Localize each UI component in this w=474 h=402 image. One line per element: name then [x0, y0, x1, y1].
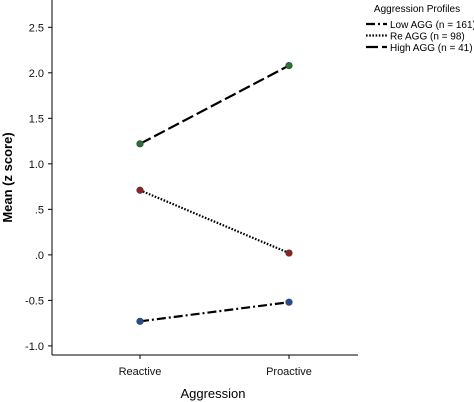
- y-tick-label: 2.5: [29, 22, 44, 34]
- series-points: [136, 61, 293, 325]
- y-tick-label: 1.0: [29, 159, 44, 171]
- series-line: [139, 301, 290, 323]
- data-point: [285, 249, 293, 257]
- series-line: [139, 64, 290, 145]
- data-point: [136, 140, 144, 148]
- y-tick-label: -0.5: [25, 295, 44, 307]
- series-line: [139, 189, 290, 255]
- x-tick-label: Proactive: [266, 366, 312, 378]
- legend: Aggression Profiles Low AGG (n = 161)Re …: [366, 4, 474, 54]
- legend-entry: Re AGG (n = 98): [390, 32, 465, 43]
- data-point: [136, 317, 144, 325]
- data-point: [136, 186, 144, 194]
- y-axis-label: Mean (z score): [0, 132, 15, 222]
- y-tick-label: .5: [35, 204, 44, 216]
- data-point: [285, 61, 293, 70]
- y-ticks: 2.5 2.0 1.5 1.0 .5 .0 -0.5 -1.0: [25, 22, 52, 353]
- legend-title: Aggression Profiles: [374, 4, 460, 15]
- y-tick-label: 1.5: [29, 113, 44, 125]
- x-tick-label: Reactive: [119, 366, 162, 378]
- y-tick-label: .0: [35, 250, 44, 262]
- x-axis-label: Aggression: [180, 386, 245, 401]
- legend-entry: Low AGG (n = 161): [390, 20, 474, 31]
- y-tick-label: -1.0: [25, 341, 44, 353]
- series-lines: [139, 64, 290, 323]
- data-point: [285, 298, 293, 306]
- legend-entry: High AGG (n = 41): [390, 43, 473, 54]
- y-tick-label: 2.0: [29, 68, 44, 80]
- axes: [51, 0, 358, 356]
- x-ticks: Reactive Proactive: [119, 355, 312, 378]
